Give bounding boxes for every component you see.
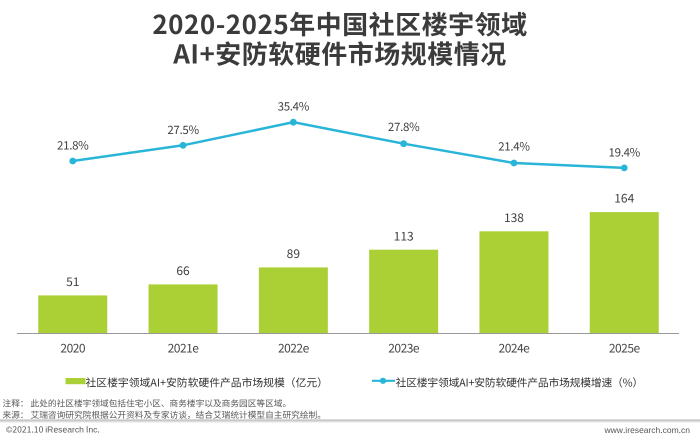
- svg-text:www.iresearch.com.cn: www.iresearch.com.cn: [604, 424, 691, 436]
- svg-text:社区楼宇领域AI+安防软硬件产品市场规模（亿元）: 社区楼宇领域AI+安防软硬件产品市场规模（亿元）: [86, 375, 328, 391]
- svg-text:66: 66: [176, 262, 190, 279]
- svg-text:AI+安防软硬件市场规模情况: AI+安防软硬件市场规模情况: [172, 35, 507, 72]
- svg-text:113: 113: [394, 227, 414, 244]
- svg-text:89: 89: [287, 245, 301, 262]
- svg-text:51: 51: [66, 273, 79, 290]
- svg-text:2020: 2020: [60, 340, 85, 357]
- svg-text:2025e: 2025e: [609, 340, 641, 357]
- svg-text:164: 164: [614, 190, 634, 207]
- svg-text:2020-2025年中国社区楼宇领域: 2020-2025年中国社区楼宇领域: [152, 5, 527, 42]
- svg-text:2022e: 2022e: [278, 340, 310, 357]
- svg-text:21.4%: 21.4%: [498, 139, 530, 155]
- svg-text:138: 138: [504, 209, 524, 226]
- svg-text:©2021.10 iResearch Inc.: ©2021.10 iResearch Inc.: [6, 424, 100, 436]
- svg-text:27.8%: 27.8%: [388, 119, 420, 135]
- svg-text:19.4%: 19.4%: [609, 144, 641, 160]
- svg-text:2024e: 2024e: [499, 340, 531, 357]
- svg-text:来源： 艾瑞咨询研究院根据公开资料及专家访谈，结合艾瑞统计: 来源： 艾瑞咨询研究院根据公开资料及专家访谈，结合艾瑞统计模型自主研究绘制。: [3, 408, 326, 421]
- svg-text:2023e: 2023e: [388, 340, 420, 357]
- svg-text:社区楼宇领域AI+安防软硬件产品市场规模增速（%）: 社区楼宇领域AI+安防软硬件产品市场规模增速（%）: [396, 375, 643, 391]
- svg-text:35.4%: 35.4%: [278, 99, 310, 115]
- svg-text:注释： 此处的社区楼宇领域包括住宅小区、商务楼宇以及商务园: 注释： 此处的社区楼宇领域包括住宅小区、商务楼宇以及商务园区等区域。: [3, 397, 292, 410]
- svg-text:21.8%: 21.8%: [57, 138, 89, 154]
- svg-text:2021e: 2021e: [168, 340, 200, 357]
- svg-text:27.5%: 27.5%: [167, 122, 199, 138]
